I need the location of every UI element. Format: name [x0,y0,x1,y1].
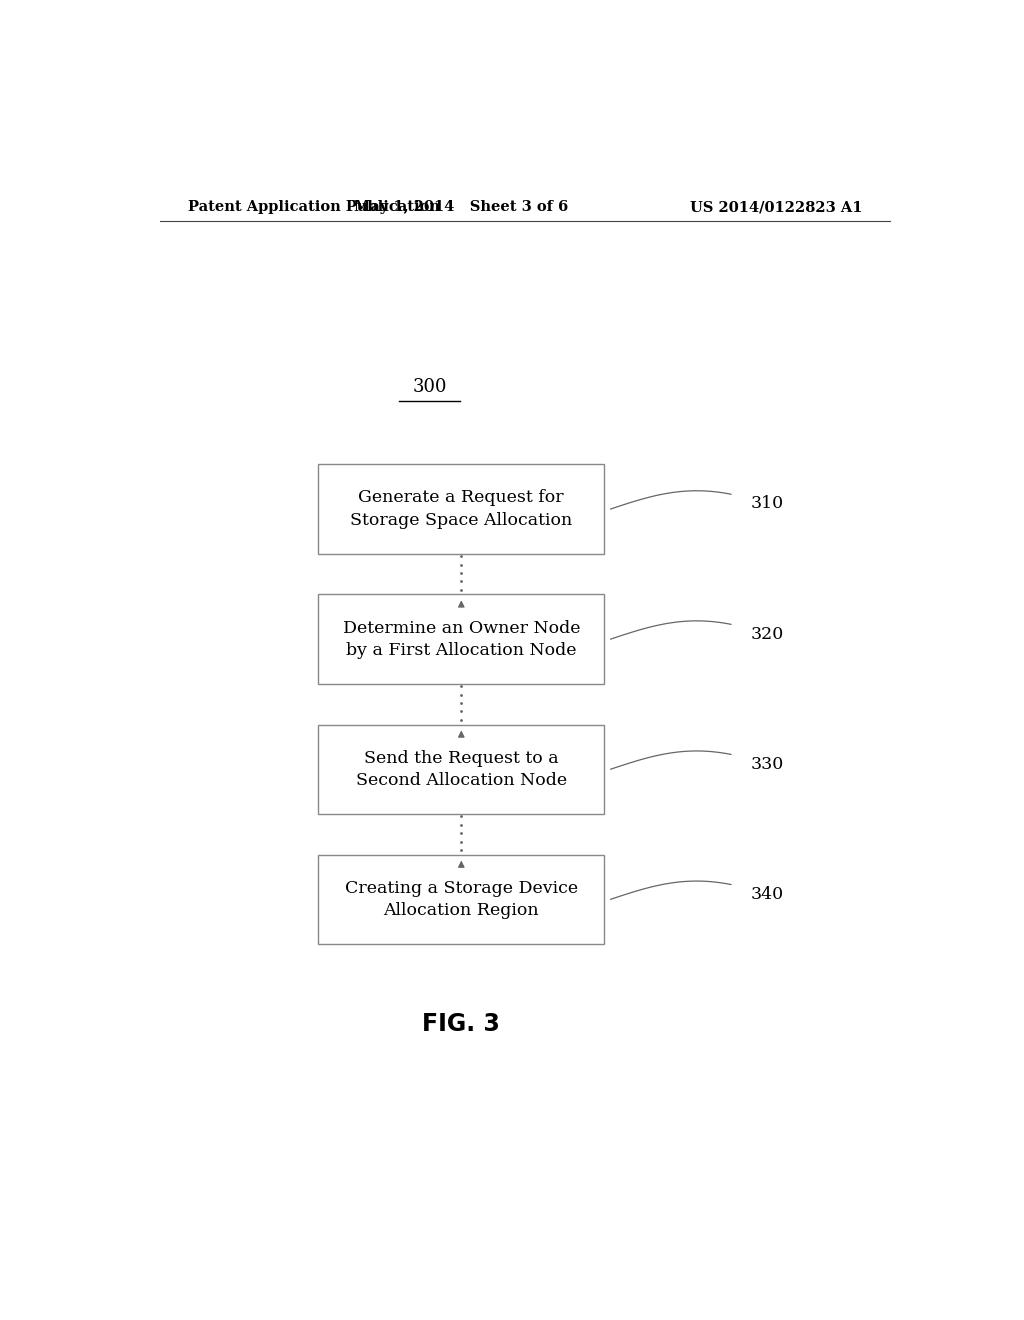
FancyBboxPatch shape [318,594,604,684]
Text: May 1, 2014   Sheet 3 of 6: May 1, 2014 Sheet 3 of 6 [354,201,568,214]
Text: 340: 340 [751,886,784,903]
FancyBboxPatch shape [318,725,604,814]
Text: 330: 330 [751,755,784,772]
Text: Generate a Request for
Storage Space Allocation: Generate a Request for Storage Space All… [350,490,572,528]
Text: Patent Application Publication: Patent Application Publication [187,201,439,214]
Text: Creating a Storage Device
Allocation Region: Creating a Storage Device Allocation Reg… [345,879,578,919]
Text: Determine an Owner Node
by a First Allocation Node: Determine an Owner Node by a First Alloc… [343,619,580,659]
Text: 310: 310 [751,495,784,512]
Text: FIG. 3: FIG. 3 [422,1012,501,1036]
FancyBboxPatch shape [318,465,604,554]
Text: US 2014/0122823 A1: US 2014/0122823 A1 [689,201,862,214]
Text: 320: 320 [751,626,784,643]
Text: Send the Request to a
Second Allocation Node: Send the Request to a Second Allocation … [355,750,567,789]
FancyBboxPatch shape [318,854,604,944]
Text: 300: 300 [413,378,446,396]
